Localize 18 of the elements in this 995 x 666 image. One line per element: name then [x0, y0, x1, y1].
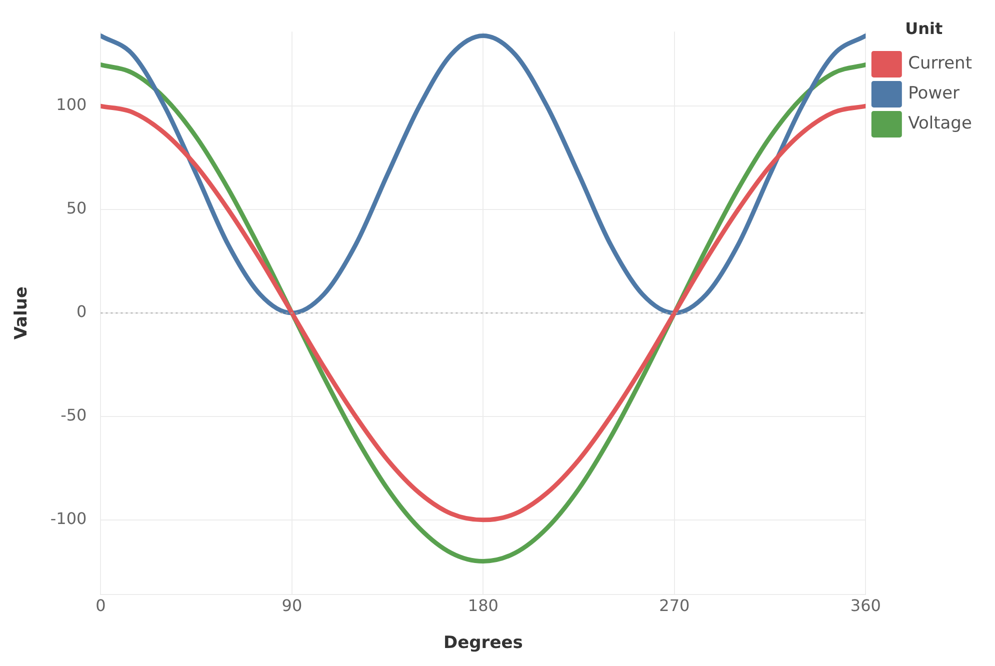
x-axis-title: Degrees [443, 633, 523, 654]
legend-label: Current [908, 54, 972, 74]
y-tick-label: -100 [50, 509, 87, 528]
x-tick-label: 360 [850, 596, 881, 616]
y-tick-label: -50 [60, 406, 87, 425]
y-tick-label: 0 [76, 302, 87, 322]
legend-label: Power [908, 84, 960, 104]
x-tick-label: 180 [468, 596, 498, 616]
x-tick-label: 0 [96, 596, 106, 616]
x-tick-label: 270 [659, 596, 690, 616]
line-series [100, 104, 866, 522]
y-tick-label: 50 [66, 198, 87, 218]
x-tick-label: 90 [282, 596, 302, 616]
legend-label: Voltage [908, 114, 972, 134]
line-series [100, 33, 866, 316]
legend-title: Unit [905, 19, 943, 38]
y-axis-title: Value [12, 286, 32, 340]
y-tick-label: 100 [56, 95, 87, 114]
